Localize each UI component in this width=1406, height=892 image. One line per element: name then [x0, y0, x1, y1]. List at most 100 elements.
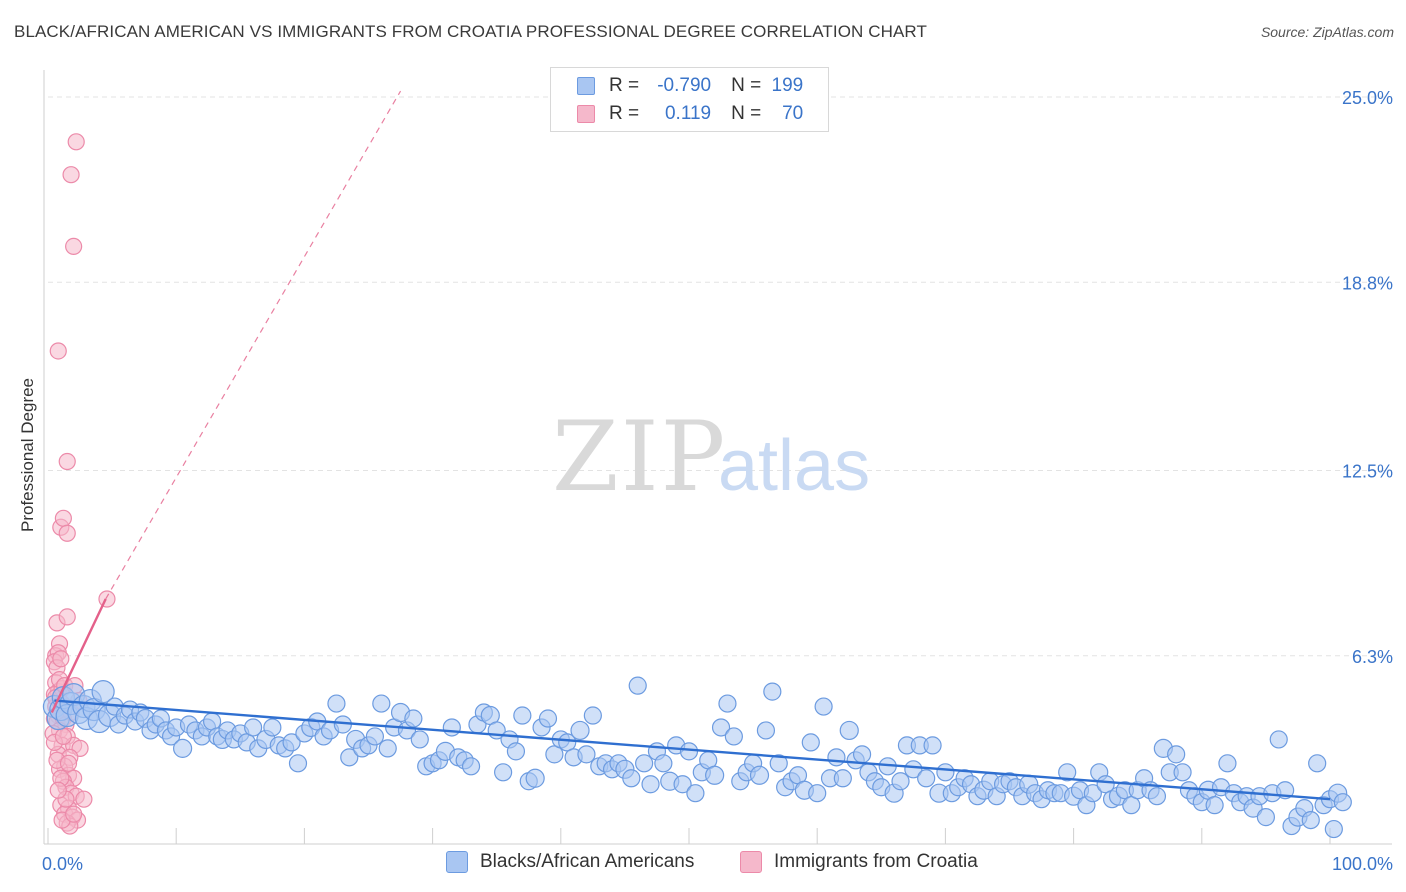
- black-point: [365, 727, 385, 746]
- black-point: [1324, 819, 1343, 839]
- n-label: N =: [731, 103, 762, 124]
- pink-swatch: [577, 105, 595, 123]
- black-point: [244, 718, 263, 737]
- black-point: [288, 754, 308, 773]
- black-point: [1218, 754, 1237, 773]
- legend-item-black: Blacks/African Americans: [446, 851, 694, 873]
- black-point: [711, 718, 731, 737]
- n-value: 70: [782, 103, 804, 124]
- croatia-point: [58, 524, 76, 542]
- black-point: [628, 676, 647, 695]
- croatia-point: [59, 754, 78, 772]
- source-label: Source: ZipAtlas.com: [1260, 24, 1394, 40]
- black-point: [282, 733, 301, 752]
- black-point: [1301, 810, 1320, 830]
- pink-swatch: [740, 851, 762, 873]
- grid-lines: [48, 96, 1392, 657]
- black-point: [1167, 745, 1186, 764]
- croatia-point: [49, 342, 67, 360]
- legend-label: Immigrants from Croatia: [774, 851, 978, 872]
- correlation-legend: R = -0.790 N = 199 R = 0.119 N = 70: [550, 67, 829, 132]
- croatia-point: [52, 650, 70, 668]
- black-point: [622, 769, 641, 788]
- black-point: [263, 718, 282, 737]
- watermark: ZIP atlas: [552, 401, 870, 513]
- x-tick-label-right: 100.0%: [1332, 854, 1393, 874]
- black-point: [1147, 787, 1167, 806]
- black-point: [839, 720, 859, 741]
- black-point: [538, 709, 558, 728]
- black-point: [583, 706, 602, 725]
- legend-row-croatia: R = 0.119 N = 70: [551, 100, 803, 128]
- black-point: [1269, 730, 1288, 749]
- black-point: [570, 720, 590, 741]
- black-point: [461, 757, 481, 776]
- black-point: [1083, 784, 1102, 803]
- black-point: [1205, 796, 1224, 815]
- trend-lines: [50, 90, 1331, 801]
- blue-swatch: [577, 77, 595, 95]
- black-point: [1256, 808, 1276, 827]
- watermark-zip: ZIP: [552, 401, 727, 513]
- black-point: [673, 775, 692, 794]
- black-point: [378, 739, 397, 758]
- black-point: [1173, 763, 1192, 782]
- croatia-point: [62, 166, 80, 184]
- black-point: [1308, 754, 1327, 773]
- croatia-point: [49, 781, 67, 799]
- r-label: R =: [609, 75, 640, 96]
- black-point: [724, 727, 743, 746]
- black-trend-line: [54, 699, 1331, 801]
- black-points: [42, 676, 1352, 839]
- r-value: -0.790: [657, 75, 712, 96]
- croatia-trend-extension: [105, 90, 402, 600]
- black-point: [763, 682, 782, 701]
- black-point: [827, 748, 846, 767]
- black-point: [173, 738, 193, 758]
- legend-item-croatia: Immigrants from Croatia: [740, 851, 978, 873]
- black-point: [769, 754, 788, 773]
- y-tick-label: 6.3%: [1352, 647, 1393, 667]
- black-point: [506, 742, 526, 761]
- croatia-point: [65, 805, 83, 823]
- black-point: [577, 745, 596, 764]
- n-value: 199: [771, 75, 804, 96]
- blue-swatch: [446, 851, 468, 873]
- black-point: [513, 706, 532, 725]
- croatia-point: [75, 790, 93, 808]
- black-point: [679, 742, 699, 761]
- black-point: [917, 769, 936, 788]
- black-point: [801, 733, 820, 752]
- croatia-point: [98, 590, 116, 608]
- black-point: [525, 768, 545, 788]
- chart-title: BLACK/AFRICAN AMERICAN VS IMMIGRANTS FRO…: [14, 22, 927, 41]
- croatia-point: [54, 727, 72, 746]
- black-point: [686, 784, 705, 803]
- r-label: R =: [609, 103, 640, 124]
- r-value: 0.119: [664, 103, 712, 124]
- black-point: [340, 748, 359, 767]
- black-point: [705, 765, 725, 785]
- y-tick-label: 18.8%: [1342, 273, 1393, 293]
- n-label: N =: [731, 75, 762, 96]
- black-point: [327, 694, 346, 713]
- watermark-atlas: atlas: [718, 426, 870, 506]
- black-point: [372, 694, 391, 713]
- y-tick-label: 12.5%: [1342, 462, 1393, 482]
- black-point: [891, 772, 910, 791]
- croatia-point: [54, 509, 72, 527]
- croatia-point: [58, 608, 76, 626]
- croatia-trend-line: [50, 598, 107, 714]
- black-point: [923, 736, 942, 755]
- croatia-point: [65, 237, 83, 255]
- croatia-point: [67, 133, 85, 151]
- black-point: [635, 754, 654, 773]
- legend-row-black: R = -0.790 N = 199: [551, 72, 803, 100]
- black-point: [442, 718, 461, 737]
- black-point: [749, 765, 770, 785]
- croatia-point: [58, 452, 76, 471]
- black-point: [404, 709, 423, 728]
- black-point: [494, 763, 513, 782]
- series-legend: Blacks/African Americans Immigrants from…: [0, 851, 1406, 877]
- x-tick-label-left: 0.0%: [42, 854, 83, 874]
